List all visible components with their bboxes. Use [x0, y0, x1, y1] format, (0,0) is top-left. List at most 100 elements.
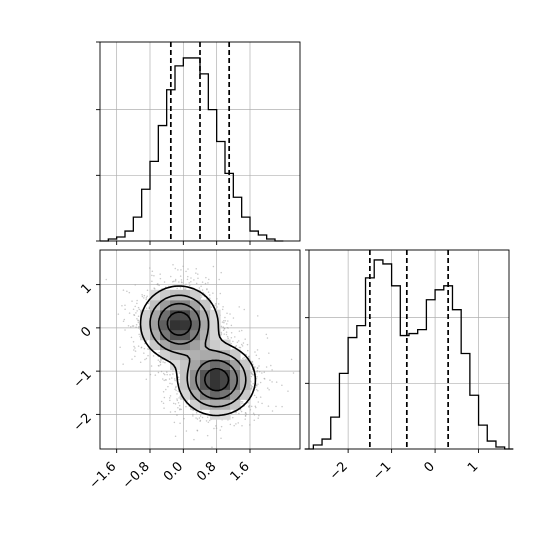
- sample-point: [185, 270, 187, 273]
- sample-point: [258, 414, 260, 417]
- sample-point: [259, 381, 262, 384]
- sample-point: [195, 282, 198, 285]
- density-cell: [170, 339, 181, 351]
- density-cell: [230, 369, 241, 380]
- density-cell: [170, 309, 181, 321]
- sample-point: [124, 329, 126, 331]
- sample-point: [177, 406, 179, 409]
- sample-point: [258, 370, 261, 373]
- sample-point: [137, 306, 140, 309]
- density-cell: [180, 379, 191, 390]
- sample-point: [201, 416, 204, 419]
- sample-point: [175, 389, 177, 392]
- sample-point: [195, 267, 197, 270]
- sample-point: [177, 390, 180, 393]
- sample-point: [226, 327, 229, 329]
- sample-point: [251, 385, 253, 388]
- sample-point: [182, 265, 184, 268]
- density-cell: [190, 319, 201, 331]
- sample-point: [211, 446, 213, 449]
- sample-point: [158, 284, 160, 287]
- sample-point: [174, 388, 176, 391]
- sample-point: [168, 397, 171, 399]
- sample-point: [178, 378, 180, 381]
- sample-point: [245, 413, 248, 416]
- sample-point: [171, 383, 173, 385]
- sample-point: [128, 291, 131, 294]
- sample-point: [167, 385, 169, 388]
- sample-point: [220, 271, 222, 274]
- sample-point: [145, 297, 148, 299]
- sample-point: [163, 379, 165, 382]
- sample-point: [207, 421, 210, 423]
- sample-point: [269, 379, 271, 381]
- sample-point: [251, 373, 254, 376]
- sample-point: [200, 285, 202, 288]
- sample-point: [225, 333, 228, 336]
- density-cell: [170, 319, 181, 331]
- sample-point: [174, 410, 176, 413]
- sample-point: [244, 415, 247, 417]
- density-cell: [210, 309, 221, 321]
- sample-point: [239, 346, 242, 349]
- sample-point: [137, 345, 140, 347]
- sample-point: [223, 321, 225, 324]
- sample-point: [240, 343, 243, 346]
- sample-point: [172, 373, 174, 375]
- sample-point: [195, 417, 197, 419]
- density-cell: [150, 309, 161, 321]
- sample-point: [160, 360, 162, 362]
- sample-point: [163, 373, 166, 376]
- sample-point: [171, 377, 173, 379]
- sample-point: [138, 308, 141, 311]
- sample-point: [207, 282, 209, 284]
- sample-point: [157, 371, 160, 374]
- density-cell: [190, 369, 201, 380]
- sample-point: [220, 437, 222, 440]
- sample-point: [193, 279, 195, 281]
- sample-point: [220, 325, 223, 328]
- density-cell: [220, 389, 231, 400]
- sample-point: [256, 367, 259, 369]
- sample-point: [200, 296, 203, 298]
- sample-point: [265, 333, 268, 336]
- sample-point: [214, 304, 216, 307]
- sample-point: [241, 402, 243, 405]
- panel-frame: [99, 249, 301, 450]
- sample-point: [174, 379, 176, 382]
- sample-point: [250, 405, 253, 408]
- sample-point: [178, 372, 181, 374]
- density-cell: [140, 309, 151, 321]
- density-y-tick-label: 0: [78, 324, 94, 340]
- sample-point: [135, 324, 138, 326]
- sample-point: [241, 345, 244, 347]
- sample-point: [247, 402, 249, 404]
- sample-point: [192, 413, 194, 416]
- sample-point: [252, 382, 254, 385]
- sample-point: [153, 275, 155, 277]
- sample-point: [179, 408, 181, 411]
- sample-point: [185, 405, 187, 408]
- sample-point: [199, 420, 201, 422]
- sample-point: [212, 265, 215, 268]
- sample-point: [154, 374, 157, 376]
- sample-point: [165, 388, 167, 391]
- density-cell: [200, 299, 211, 311]
- sample-point: [196, 429, 199, 432]
- sample-point: [223, 320, 225, 322]
- sample-point: [135, 326, 137, 328]
- sample-point: [197, 277, 199, 280]
- density-cell: [210, 369, 221, 380]
- density-x-tick-label: 0.8: [194, 459, 219, 484]
- density-cell: [180, 309, 191, 321]
- density-cell: [190, 289, 201, 301]
- sample-point: [198, 287, 201, 289]
- sample-point: [137, 319, 139, 321]
- sample-point: [248, 357, 250, 360]
- density-cell: [230, 359, 241, 370]
- density-cell: [210, 399, 221, 410]
- density-cell: [160, 309, 171, 321]
- sample-point: [226, 323, 228, 325]
- sample-point: [146, 289, 149, 292]
- density-x-tick-label: 0.0: [161, 459, 186, 484]
